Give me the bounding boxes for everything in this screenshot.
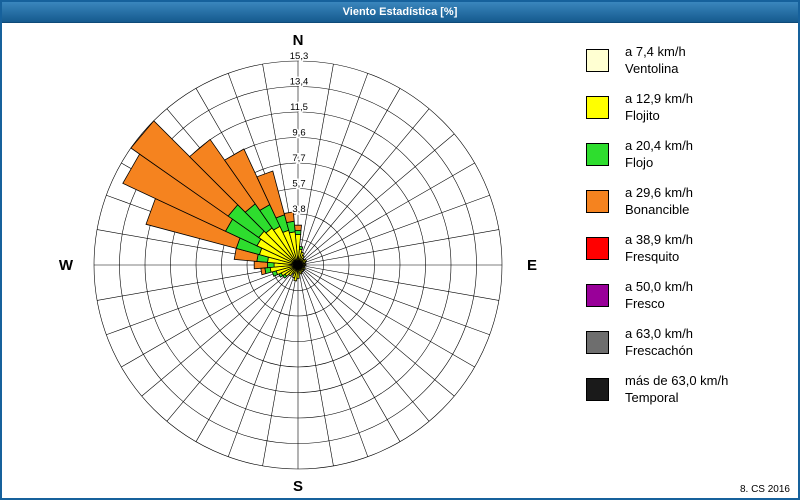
legend-speed: a 7,4 km/h [625,44,686,59]
legend-speed: a 63,0 km/h [625,326,693,341]
petal-bonancible [189,138,256,213]
grid-spoke [297,133,455,266]
window-title: Viento Estadística [%] [342,6,458,18]
legend-label: a 29,6 km/h Bonancible [625,184,693,218]
content-area: 3,8 5,7 7,7 9,6 11,5 13,4 15,3 N S W E a 7,4 km/h V… [2,23,798,498]
wind-rose-chart: 3,8 5,7 7,7 9,6 11,5 13,4 15,3 N S W E [59,32,537,495]
petal-bonancible [283,211,295,223]
petal-bonancible [294,224,302,231]
compass-w-label: W [59,257,74,274]
grid-spoke [262,264,299,466]
petal-flojo [294,230,302,235]
legend-speed: a 50,0 km/h [625,279,693,294]
grid-spoke [121,264,299,368]
legend-name: Flojo [625,155,654,170]
grid-spoke [297,64,334,266]
legend-speed: más de 63,0 km/h [625,373,729,388]
legend-name: Frescachón [625,343,693,358]
legend-speed: a 12,9 km/h [625,91,693,106]
grid-spoke [106,264,299,336]
ring-label: 11,5 [290,102,308,113]
legend-name: Temporal [625,390,679,405]
grid-spoke [297,88,401,266]
legend-item: a 38,9 km/h Fresquito [586,231,728,265]
compass-e-label: E [527,257,537,274]
legend-name: Fresquito [625,249,680,264]
petal-bonancible [130,120,239,217]
grid-spoke [141,264,299,397]
grid-spoke [297,264,334,466]
legend-label: más de 63,0 km/h Temporal [625,372,728,406]
legend-label: a 7,4 km/h Ventolina [625,43,686,77]
legend-label: a 63,0 km/h Frescachón [625,325,693,359]
legend-speed: a 38,9 km/h [625,232,693,247]
legend-name: Bonancible [625,202,690,217]
grid-spoke [297,264,401,442]
compass-s-label: S [293,478,303,495]
grid-spoke [297,73,369,266]
legend-name: Fresco [625,296,665,311]
legend-item: a 63,0 km/h Frescachón [586,325,728,359]
legend-swatch [586,189,609,213]
compass-n-label: N [293,32,304,49]
grid-spoke [297,229,499,266]
legend-item: a 29,6 km/h Bonancible [586,184,728,218]
legend-swatch [586,330,609,354]
legend-speed: a 29,6 km/h [625,185,693,200]
grid-spoke [195,264,299,442]
grid-spoke [297,108,430,266]
title-bar[interactable]: Viento Estadística [%] [2,2,798,23]
grid-spoke [297,264,455,397]
legend-item: a 50,0 km/h Fresco [586,278,728,312]
ring-label: 5,7 [292,179,305,190]
ring-label: 7,7 [292,153,305,164]
legend-swatch [586,377,609,401]
grid-spoke [227,264,299,457]
petal-bonancible [256,170,285,219]
legend-swatch [586,142,609,166]
grid-spoke [297,264,430,422]
grid-spoke [297,264,475,368]
legend-item: más de 63,0 km/h Temporal [586,372,728,406]
ring-label: 15,3 [290,51,309,62]
ring-label: 3,8 [292,204,305,215]
legend-label: a 20,4 km/h Flojo [625,137,693,171]
grid-spoke [297,264,369,457]
grid-spoke [297,264,499,301]
legend-item: a 7,4 km/h Ventolina [586,43,728,77]
legend-item: a 20,4 km/h Flojo [586,137,728,171]
legend-label: a 38,9 km/h Fresquito [625,231,693,265]
legend-name: Ventolina [625,61,679,76]
petal-bonancible [224,148,271,211]
ring-label: 9,6 [292,128,305,139]
grid-spoke [297,264,490,336]
ring-label: 13,4 [290,77,309,88]
petal-bonancible [260,267,267,276]
grid-spoke [297,162,475,266]
legend-swatch [586,48,609,72]
legend-name: Flojito [625,108,660,123]
legend: a 7,4 km/h Ventolina a 12,9 km/h Flojito a 2… [586,43,728,406]
footer-credit: 8. CS 2016 [739,484,790,495]
legend-label: a 50,0 km/h Fresco [625,278,693,312]
legend-label: a 12,9 km/h Flojito [625,90,693,124]
legend-swatch [586,283,609,307]
grid-spoke [297,194,490,266]
legend-swatch [586,95,609,119]
grid-spoke [166,264,299,422]
legend-item: a 12,9 km/h Flojito [586,90,728,124]
legend-swatch [586,236,609,260]
petal-flojo [298,245,304,250]
legend-speed: a 20,4 km/h [625,138,693,153]
